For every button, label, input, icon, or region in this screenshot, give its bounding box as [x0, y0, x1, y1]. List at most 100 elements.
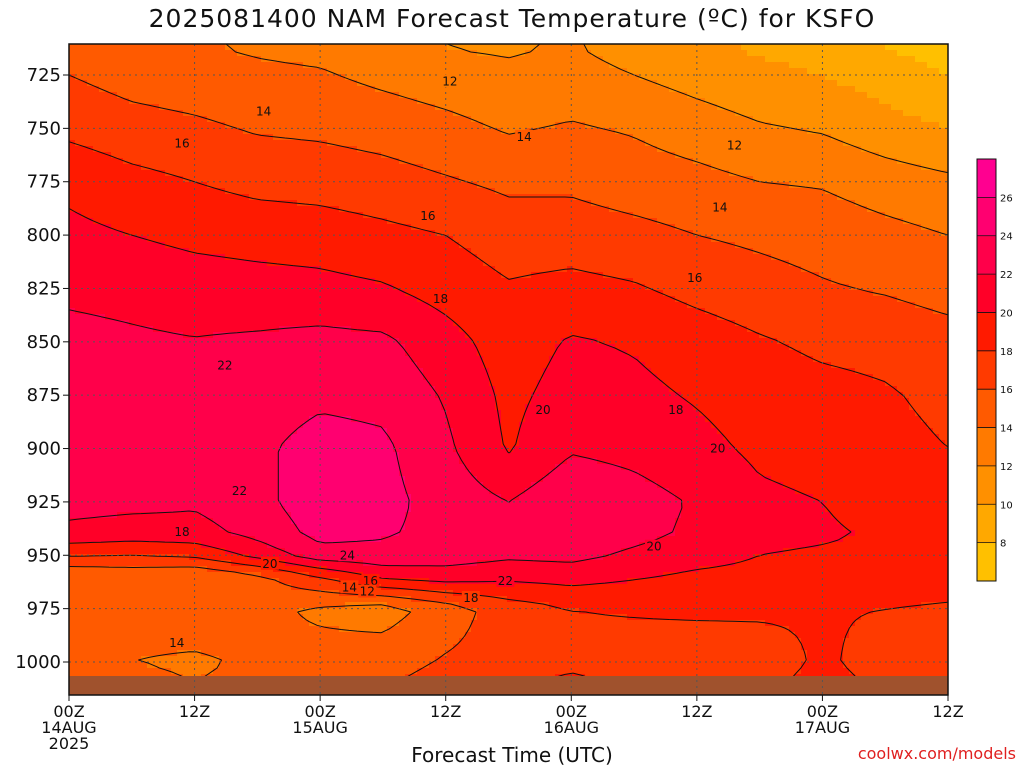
- x-tick-label: 00Z: [53, 702, 84, 721]
- grid-lines: [69, 44, 948, 695]
- y-tick-label: 850: [27, 332, 61, 353]
- contour-label-bg: [173, 136, 192, 150]
- contour-label-bg: [173, 524, 192, 538]
- colorbar-swatch: [977, 274, 996, 313]
- contour-label: 16: [687, 271, 702, 285]
- colorbar-swatch: [977, 197, 996, 237]
- chart-title: 2025081400 NAM Forecast Temperature (ºC)…: [148, 4, 876, 33]
- y-tick-label: 725: [27, 65, 61, 86]
- source-credit[interactable]: coolwx.com/models: [857, 744, 1016, 763]
- contour-label: 18: [463, 591, 478, 605]
- contour-label: 12: [360, 585, 375, 599]
- x-axis-label: Forecast Time (UTC): [411, 743, 613, 767]
- x-tick-label: 00Z: [556, 702, 587, 721]
- contour-label: 14: [342, 580, 357, 594]
- contour-label-bg: [254, 104, 273, 118]
- contour-24: [277, 413, 410, 544]
- colorbar-tick-label: 22: [1000, 270, 1013, 281]
- contour-label: 22: [232, 484, 247, 498]
- y-tick-label: 875: [27, 385, 61, 406]
- colorbar-tick-label: 18: [1000, 347, 1013, 358]
- contour-label: 20: [646, 540, 661, 554]
- contour-label: 20: [535, 403, 550, 417]
- contour-label: 14: [169, 636, 184, 650]
- y-tick-label: 800: [27, 225, 61, 246]
- contour-label-bg: [418, 208, 437, 222]
- contour-lines: [69, 44, 948, 695]
- colorbar-tick-label: 8: [1000, 539, 1006, 550]
- contour-label-bg: [358, 584, 377, 598]
- y-tick-label: 975: [27, 599, 61, 620]
- x-tick-label: 00Z: [304, 702, 335, 721]
- contour-label: 20: [262, 557, 277, 571]
- contour-14: [138, 44, 948, 683]
- y-tick-label: 825: [27, 278, 61, 299]
- y-tick-label: 1000: [15, 652, 61, 673]
- y-tick-label: 950: [27, 545, 61, 566]
- contour-label-bg: [230, 484, 249, 498]
- contour-12: [447, 44, 948, 174]
- contour-label: 12: [727, 138, 742, 152]
- contour-label-bg: [340, 580, 359, 594]
- colorbar-tick-label: 20: [1000, 308, 1013, 319]
- x-tick-label: 12Z: [932, 702, 963, 721]
- colorbar-frame: [976, 158, 997, 582]
- contour-label: 18: [668, 403, 683, 417]
- x-tick-label: 00Z: [807, 702, 838, 721]
- colorbar-swatch: [977, 465, 996, 505]
- x-tick-label: 14AUG: [41, 718, 96, 737]
- contour-label: 20: [710, 442, 725, 456]
- contour-label-bg: [361, 573, 380, 587]
- colorbar-tick-label: 16: [1000, 385, 1013, 396]
- x-tick-label: 12Z: [430, 702, 461, 721]
- contour-label-bg: [260, 556, 279, 570]
- contour-label-bg: [215, 358, 234, 372]
- contour-label-bg: [496, 573, 515, 587]
- colorbar-swatch: [977, 312, 996, 352]
- contour-label: 22: [498, 574, 513, 588]
- x-tick-label: 2025: [49, 734, 90, 753]
- contour-label-bg: [725, 138, 744, 152]
- temperature-field: [69, 44, 948, 695]
- contour-label-bg: [708, 441, 727, 455]
- contour-label: 18: [433, 292, 448, 306]
- colorbar-tick-label: 10: [1000, 500, 1013, 511]
- contour-label-bg: [440, 74, 459, 88]
- contour-label-bg: [431, 292, 450, 306]
- colorbar-tick-label: 14: [1000, 424, 1013, 435]
- contour-label: 24: [340, 548, 355, 562]
- colorbar-swatch: [977, 504, 996, 544]
- colorbar-swatch: [977, 542, 996, 582]
- colorbar-tick-label: 12: [1000, 462, 1013, 473]
- y-tick-label: 750: [27, 118, 61, 139]
- colorbar-tick-label: 26: [1000, 193, 1013, 204]
- contour-label-bg: [666, 403, 685, 417]
- contour-label-bg: [685, 270, 704, 284]
- plot-frame: [68, 43, 949, 696]
- contour-label: 14: [517, 130, 532, 144]
- x-tick-label: 16AUG: [544, 718, 599, 737]
- colorbar-swatch: [977, 235, 996, 275]
- contour-label: 14: [712, 200, 727, 214]
- y-tick-label: 900: [27, 439, 61, 460]
- x-tick-label: 15AUG: [292, 718, 347, 737]
- y-tick-label: 775: [27, 172, 61, 193]
- contour-label-bg: [515, 129, 534, 143]
- x-tick-label: 12Z: [681, 702, 712, 721]
- contour-label: 16: [174, 136, 189, 150]
- contour-label-bg: [167, 635, 186, 649]
- colorbar-swatch: [977, 389, 996, 429]
- colorbar-swatch: [977, 350, 996, 390]
- colorbar-swatch: [977, 427, 996, 467]
- colorbar-tick-label: 24: [1000, 232, 1013, 243]
- contour-label-bg: [534, 403, 553, 417]
- contour-16: [69, 74, 948, 695]
- contour-label-bg: [710, 200, 729, 214]
- contour-label: 16: [363, 574, 378, 588]
- contour-label: 12: [442, 74, 457, 88]
- contour-label-bg: [338, 548, 357, 562]
- x-tick-label: 17AUG: [795, 718, 850, 737]
- contour-label: 16: [420, 209, 435, 223]
- contour-label: 22: [217, 358, 232, 372]
